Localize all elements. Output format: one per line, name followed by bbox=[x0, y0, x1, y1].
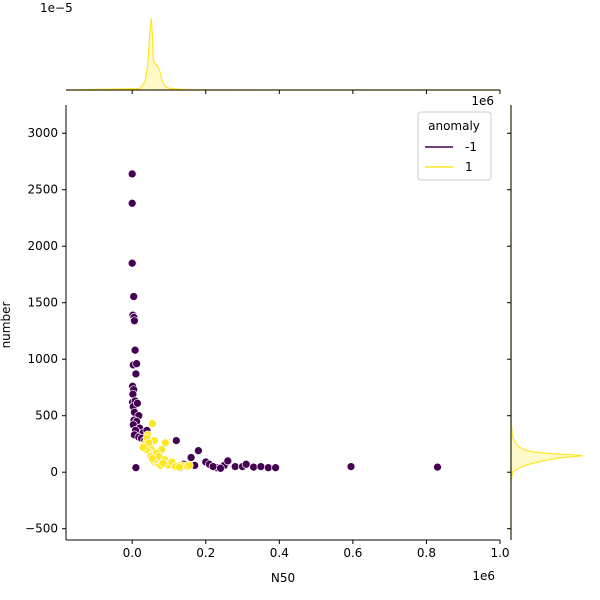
top-marginal-scale-label: 1e−5 bbox=[40, 1, 73, 15]
y-tick-label: 3000 bbox=[27, 126, 58, 140]
scatter-point bbox=[256, 462, 266, 471]
scatter-point bbox=[129, 292, 139, 301]
scatter-point bbox=[148, 419, 157, 428]
scatter-point bbox=[148, 454, 157, 463]
scatter-point bbox=[127, 198, 137, 208]
scatter-point bbox=[241, 459, 251, 469]
x-tick-label: 0.6 bbox=[343, 546, 362, 560]
right-marginal-axes: 1e6 bbox=[471, 94, 584, 540]
y-ticks: −500 0 500 1000 1500 2000 2500 3000 bbox=[25, 126, 66, 536]
scatter-point bbox=[249, 462, 258, 472]
top-marginal-kde bbox=[65, 17, 501, 91]
scatter-point bbox=[131, 369, 141, 379]
scatter-point bbox=[346, 462, 356, 471]
scatter-point bbox=[216, 463, 225, 473]
right-marginal-kde bbox=[510, 104, 584, 540]
x-ticks: 0.0 0.2 0.4 0.6 0.8 1.0 bbox=[123, 540, 510, 560]
scatter-point bbox=[131, 463, 141, 473]
top-marginal-axes: 1e−5 bbox=[40, 1, 501, 94]
x-tick-label: 0.0 bbox=[123, 546, 142, 560]
legend: anomaly -1 1 bbox=[417, 111, 492, 181]
y-tick-label: 0 bbox=[50, 465, 58, 479]
right-marginal-scale-label: 1e6 bbox=[471, 94, 494, 108]
x-tick-label: 0.2 bbox=[196, 546, 215, 560]
main-axes: 0.0 0.2 0.4 0.6 0.8 1.0 −500 0 500 1000 1500 2000 2… bbox=[0, 105, 510, 585]
scatter-point bbox=[127, 169, 137, 179]
scatter-point bbox=[263, 463, 273, 473]
scatter-point bbox=[138, 443, 148, 452]
top-marginal-ticks bbox=[131, 90, 501, 94]
scatter-point bbox=[127, 258, 137, 268]
x-tick-label: 0.4 bbox=[270, 546, 289, 560]
scatter-point bbox=[174, 462, 184, 472]
scatter-point bbox=[133, 398, 142, 408]
y-tick-label: 500 bbox=[35, 409, 58, 423]
x-scale-label: 1e6 bbox=[472, 569, 495, 583]
scatter-point bbox=[130, 345, 140, 355]
scatter-point bbox=[132, 359, 141, 369]
scatter-point bbox=[186, 453, 196, 462]
y-tick-label: 2000 bbox=[27, 239, 58, 253]
y-tick-label: −500 bbox=[25, 522, 58, 536]
scatter-point bbox=[194, 446, 203, 456]
legend-label-neg1: -1 bbox=[465, 140, 477, 154]
y-tick-label: 2500 bbox=[27, 183, 58, 197]
x-tick-label: 1.0 bbox=[490, 546, 509, 560]
scatter-point bbox=[230, 462, 240, 471]
x-axis-label: N50 bbox=[271, 571, 295, 585]
legend-box bbox=[417, 111, 492, 181]
scatter-point bbox=[271, 463, 280, 473]
scatter-point bbox=[144, 438, 154, 448]
y-tick-label: 1500 bbox=[27, 296, 58, 310]
scatter-point bbox=[208, 462, 218, 471]
scatter-point bbox=[160, 438, 170, 448]
legend-label-1: 1 bbox=[465, 160, 473, 174]
scatter-point bbox=[223, 456, 233, 466]
y-tick-label: 1000 bbox=[27, 352, 58, 366]
scatter-point bbox=[130, 316, 139, 326]
scatter-point bbox=[433, 462, 442, 472]
scatter-point bbox=[158, 458, 168, 468]
x-tick-label: 0.8 bbox=[417, 546, 436, 560]
y-axis-label: number bbox=[0, 302, 13, 349]
scatter-points bbox=[127, 169, 442, 473]
scatter-point bbox=[171, 436, 181, 445]
right-marginal-ticks bbox=[507, 132, 511, 530]
scatter-point bbox=[184, 461, 194, 470]
legend-title: anomaly bbox=[428, 119, 480, 133]
